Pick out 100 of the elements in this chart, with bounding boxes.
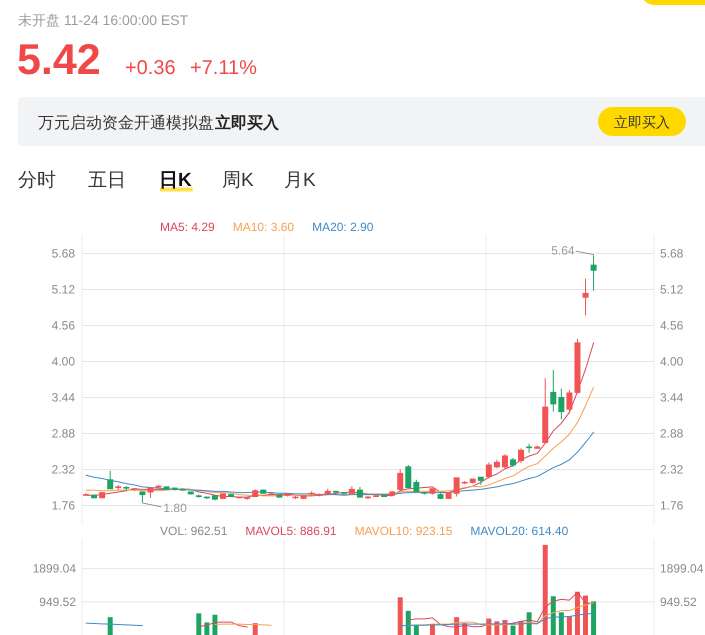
y2-tick-label: 2.88	[660, 426, 684, 440]
bar	[196, 613, 202, 635]
y2-tick-label: 4.00	[660, 354, 684, 368]
candlestick	[574, 338, 580, 394]
candlestick	[373, 494, 380, 498]
candlestick	[486, 462, 492, 479]
candlestick	[252, 488, 258, 498]
y-tick-label: 949.52	[39, 594, 76, 609]
candlestick	[139, 490, 146, 504]
candlestick	[365, 495, 371, 500]
candlestick	[156, 484, 162, 489]
candlestick	[228, 493, 234, 498]
candlestick	[502, 454, 508, 470]
bar	[406, 610, 411, 635]
candlestick	[534, 445, 540, 450]
candlestick	[332, 490, 339, 496]
text: 日K	[159, 170, 192, 191]
candlestick	[300, 494, 307, 500]
text: MAVOL5: 886.91	[245, 524, 337, 538]
candlestick	[542, 378, 548, 444]
bar	[502, 620, 508, 635]
candlestick	[196, 494, 202, 498]
candlestick	[526, 443, 532, 454]
y-tick-label: 4.56	[52, 318, 76, 332]
bar	[542, 544, 548, 635]
candlestick	[172, 487, 178, 492]
candlestick	[268, 492, 274, 496]
candlestick	[381, 494, 388, 498]
y-tick-label: 2.32	[52, 462, 76, 476]
candlestick	[276, 494, 282, 498]
text: +0.36	[125, 57, 176, 79]
bar	[252, 623, 258, 635]
candlestick	[204, 496, 210, 500]
candlestick	[438, 492, 444, 500]
line-series	[86, 386, 594, 496]
y-tick-label: 4.00	[52, 354, 76, 368]
candlestick	[348, 486, 355, 494]
candlestick	[115, 484, 122, 491]
annotation: 1.80	[163, 500, 188, 515]
candlestick	[429, 488, 436, 496]
y2-tick-label: 2.32	[660, 462, 684, 476]
y-tick-label: 1899.04	[32, 562, 76, 576]
y2-tick-label: 4.56	[660, 318, 684, 332]
candlestick	[83, 492, 90, 496]
text: VOL: 962.51	[160, 524, 228, 538]
bar	[510, 626, 516, 635]
candlestick	[397, 469, 404, 491]
text: +7.11%	[190, 57, 258, 79]
candlestick	[510, 457, 516, 468]
text: 立即买入	[614, 114, 670, 130]
candlestick	[107, 470, 114, 490]
candlestick	[131, 488, 138, 492]
text: 未开盘 11-24 16:00:00 EST	[18, 12, 189, 28]
bar	[430, 624, 435, 635]
text: 月K	[284, 170, 316, 191]
bar	[398, 597, 403, 635]
candlestick	[590, 256, 597, 292]
candlestick	[260, 488, 266, 494]
candlestick	[446, 492, 452, 500]
bar	[550, 596, 556, 635]
candlestick	[284, 492, 290, 497]
candlestick	[421, 492, 428, 496]
bar	[566, 616, 572, 635]
candlestick	[188, 490, 194, 496]
candlestick	[582, 278, 589, 316]
bar	[558, 612, 564, 635]
candlestick	[324, 488, 331, 496]
y2-tick-label: 1899.04	[660, 562, 704, 576]
candlestick	[454, 476, 460, 497]
text: 分时	[18, 170, 56, 191]
candlestick	[478, 476, 484, 486]
y-tick-label: 2.88	[52, 426, 76, 440]
bar	[414, 626, 419, 635]
candlestick	[494, 459, 500, 469]
text: MAVOL10: 923.15	[354, 524, 453, 538]
text: MA5: 4.29	[160, 220, 216, 234]
y-tick-label: 1.76	[52, 498, 76, 512]
candlestick	[389, 490, 396, 496]
y-tick-label: 5.12	[52, 282, 76, 296]
text: 五日	[88, 170, 126, 191]
bar	[108, 617, 113, 635]
text: 周K	[222, 170, 254, 191]
y2-tick-label: 5.12	[660, 282, 684, 296]
candlestick	[180, 488, 186, 492]
candlestick	[462, 480, 468, 485]
candlestick	[356, 486, 363, 498]
candlestick	[99, 492, 106, 499]
candlestick	[292, 495, 298, 500]
text: MAVOL20: 614.40	[470, 524, 569, 538]
bar	[204, 622, 210, 635]
text: 立即买入	[214, 113, 280, 132]
candlestick	[413, 479, 420, 492]
annotation: 5.64	[551, 244, 575, 258]
bar	[591, 601, 596, 635]
candlestick	[558, 388, 564, 420]
text: MA10: 3.60	[232, 220, 294, 234]
y2-tick-label: 949.52	[660, 594, 698, 609]
candlestick	[244, 496, 250, 500]
y2-tick-label: 3.44	[660, 390, 684, 404]
text: MA20: 2.90	[312, 220, 374, 234]
